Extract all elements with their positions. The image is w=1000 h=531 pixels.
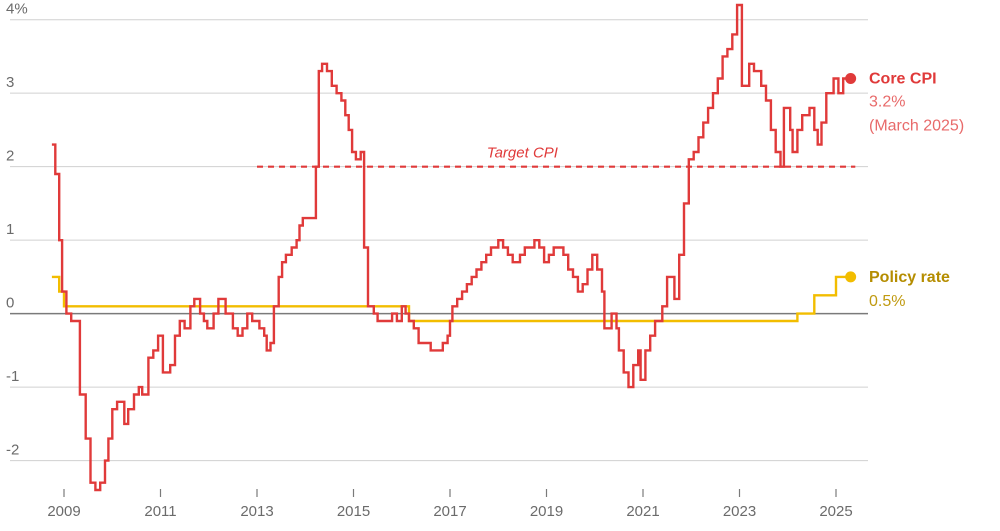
x-tick-label: 2017 — [433, 503, 466, 520]
y-tick-label: 1 — [6, 221, 14, 238]
x-tick-label: 2011 — [144, 503, 176, 520]
x-tick-label: 2013 — [240, 503, 273, 520]
x-tick-label: 2021 — [626, 503, 659, 520]
x-tick-label: 2025 — [819, 503, 852, 520]
y-tick-label: 3 — [6, 74, 14, 91]
y-tick-label: -2 — [6, 442, 19, 459]
y-tick-label: 0 — [6, 295, 14, 312]
x-tick-label: 2015 — [337, 503, 370, 520]
y-tick-label: -1 — [6, 368, 19, 385]
y-tick-label: 2 — [6, 148, 14, 165]
policy-rate-end-dot — [845, 271, 857, 283]
x-tick-label: 2009 — [47, 503, 80, 520]
core-cpi-label: Core CPI — [869, 70, 937, 87]
y-tick-label: 4% — [6, 1, 28, 18]
policy-rate-value: 0.5% — [869, 293, 905, 310]
policy-rate-label: Policy rate — [869, 269, 950, 286]
x-tick-label: 2019 — [530, 503, 563, 520]
core-cpi-line — [51, 3, 846, 492]
x-tick-label: 2023 — [723, 503, 756, 520]
target-cpi-label: Target CPI — [487, 145, 558, 162]
core-cpi-date: (March 2025) — [869, 117, 964, 134]
policy-rate-line — [51, 275, 846, 323]
core-cpi-value: 3.2% — [869, 93, 905, 110]
core-cpi-end-dot — [845, 72, 857, 84]
